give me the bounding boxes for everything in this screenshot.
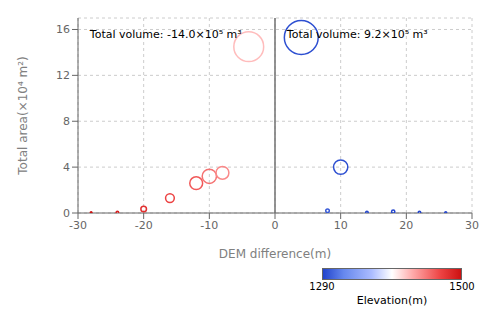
svg-text:0: 0 — [272, 219, 279, 232]
svg-text:DEM difference(m): DEM difference(m) — [219, 247, 331, 261]
html-text:1290: 1290 — [309, 281, 335, 292]
html-text:Total volume: -14.0×10⁵ m³: Total volume: -14.0×10⁵ m³ — [89, 27, 242, 41]
svg-text:20: 20 — [399, 219, 413, 232]
html-text:1500: 1500 — [449, 281, 475, 292]
html-text:Total volume: 9.2×10⁵ m³: Total volume: 9.2×10⁵ m³ — [286, 27, 428, 41]
svg-text:4: 4 — [63, 161, 70, 174]
svg-text:10: 10 — [334, 219, 348, 232]
svg-text:8: 8 — [63, 115, 70, 128]
html-text:Elevation(m): Elevation(m) — [356, 294, 428, 307]
svg-text:-20: -20 — [135, 219, 153, 232]
svg-text:Total area(×10⁴ m²): Total area(×10⁴ m²) — [16, 56, 30, 175]
svg-text:12: 12 — [56, 69, 70, 82]
svg-text:30: 30 — [465, 219, 479, 232]
svg-text:-30: -30 — [69, 219, 87, 232]
svg-text:16: 16 — [56, 23, 70, 36]
svg-text:-10: -10 — [200, 219, 218, 232]
svg-text:0: 0 — [63, 207, 70, 220]
